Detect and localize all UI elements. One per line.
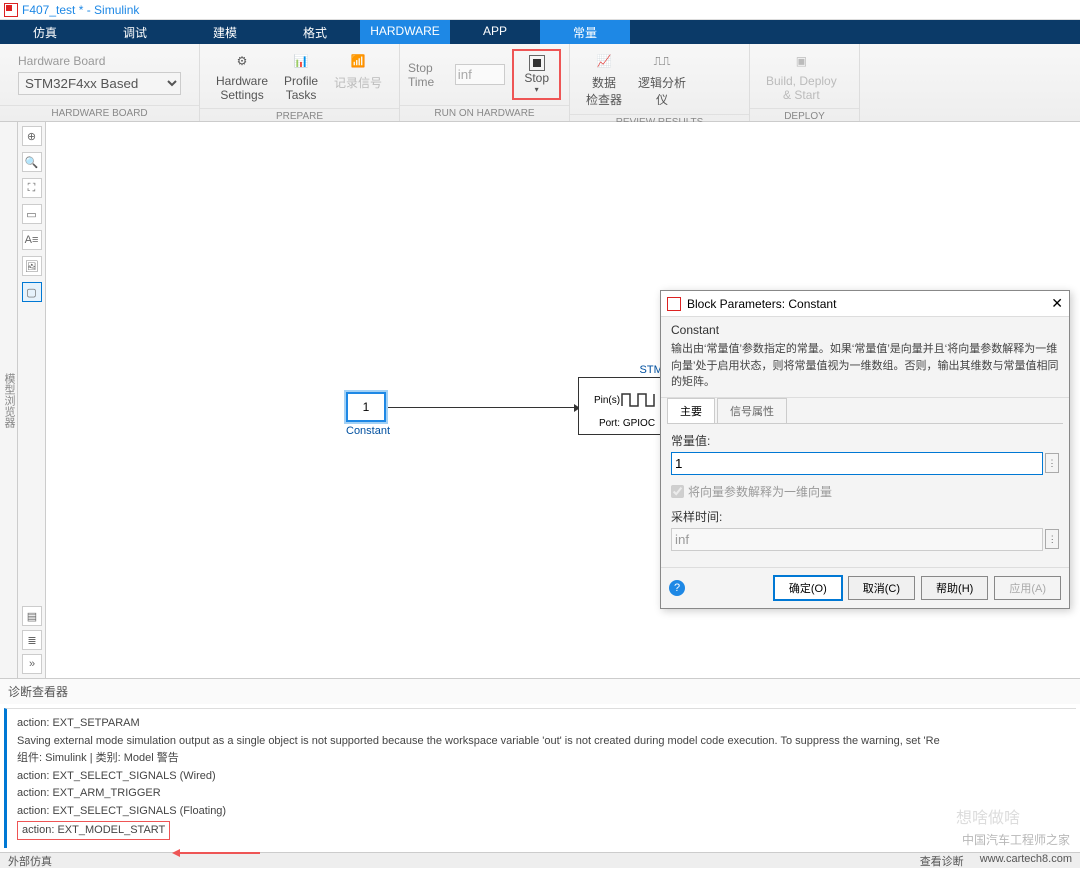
window-title: F407_test * - Simulink [22,3,139,17]
canvas-toolbar: ⊕ 🔍 ⛶ ▭ A≡ 🖼 ▢ ▤ ≣ » [18,122,46,678]
stoptime-input[interactable] [455,64,505,85]
field-more-icon[interactable]: ⋮ [1045,453,1059,473]
diagnostic-body[interactable]: action: EXT_SETPARAM Saving external mod… [4,708,1076,848]
tool-image[interactable]: 🖼 [22,256,42,276]
hwboard-section: HARDWARE BOARD [0,105,199,121]
wave-icon: ⎍⎍ [651,50,673,72]
app-icon [4,3,18,17]
profile-tasks-button[interactable]: 📊Profile Tasks [276,48,326,104]
tool-circle[interactable]: ⊕ [22,126,42,146]
dialog-buttons: ? 确定(O) 取消(C) 帮助(H) 应用(A) [661,567,1069,608]
title-bar: F407_test * - Simulink [0,0,1080,20]
tool-b1[interactable]: ▤ [22,606,42,626]
prepare-group: ⚙Hardware Settings 📊Profile Tasks 📶记录信号 … [200,44,400,121]
tool-block[interactable]: ▢ [22,282,42,302]
menu-constant[interactable]: 常量 [540,20,630,44]
menu-sim[interactable]: 仿真 [0,20,90,44]
tool-expand[interactable]: » [22,654,42,674]
apply-button[interactable]: 应用(A) [994,576,1061,600]
run-section: RUN ON HARDWARE [400,105,569,121]
status-diag[interactable]: 查看诊断 [920,853,964,869]
block-parameters-dialog: Block Parameters: Constant ✕ Constant 输出… [660,290,1070,609]
dialog-desc: 输出由‘常量值’参数指定的常量。如果‘常量值’是向量并且‘将向量参数解释为一维向… [671,341,1059,391]
stop-button-highlight: Stop ▾ [512,49,561,100]
help-icon[interactable]: ? [669,580,685,596]
deploy-button[interactable]: ▣Build, Deploy & Start [758,48,845,104]
const-value-label: 常量值: [671,432,1059,449]
tool-fit[interactable]: ⛶ [22,178,42,198]
cancel-button[interactable]: 取消(C) [848,576,915,600]
dialog-titlebar[interactable]: Block Parameters: Constant ✕ [661,291,1069,317]
interpret-checkbox [671,485,684,498]
gear-icon: ⚙ [231,50,253,72]
deploy-group: ▣Build, Deploy & Start DEPLOY [750,44,860,121]
dialog-icon [667,297,681,311]
tasks-icon: 📊 [290,50,312,72]
menu-hardware[interactable]: HARDWARE [360,20,450,44]
review-group: 📈数据 检查器 ⎍⎍逻辑分析 仪 REVIEW RESULTS [570,44,750,121]
tool-zoom[interactable]: 🔍 [22,152,42,172]
tab-main[interactable]: 主要 [667,398,715,423]
stoptime-label: Stop Time [408,61,449,89]
ok-button[interactable]: 确定(O) [774,576,842,600]
annotation-arrow [180,852,260,854]
wave-icon [620,390,660,410]
dialog-body: 常量值: ⋮ 将向量参数解释为一维向量 采样时间: ⋮ [661,424,1069,567]
hwboard-select[interactable]: STM32F4xx Based [18,72,181,95]
tool-select[interactable]: ▭ [22,204,42,224]
sample-time-label: 采样时间: [671,508,1059,525]
menu-format[interactable]: 格式 [270,20,360,44]
tool-text[interactable]: A≡ [22,230,42,250]
run-group: Stop Time Stop ▾ RUN ON HARDWARE [400,44,570,121]
data-inspector-button[interactable]: 📈数据 检查器 [578,48,630,110]
help-button[interactable]: 帮助(H) [921,576,988,600]
watermark-logo: 想啥做啥 [956,804,1020,828]
dialog-heading: Constant [671,323,1059,337]
dialog-title-text: Block Parameters: Constant [687,297,836,311]
chart-icon: 📈 [593,50,615,72]
status-left: 外部仿真 [8,853,52,869]
menu-debug[interactable]: 调试 [90,20,180,44]
diag-highlight: action: EXT_MODEL_START [17,821,170,841]
constant-block[interactable]: 1 [346,392,386,422]
signal-line[interactable] [388,407,578,408]
model-browser-label[interactable]: 模型浏览器 [0,122,18,678]
status-bar: 外部仿真 查看诊断 www.cartech8.com [0,852,1080,868]
menu-bar: 仿真 调试 建模 格式 HARDWARE APP 常量 [0,20,1080,44]
stop-icon [529,55,545,71]
logic-analyzer-button[interactable]: ⎍⎍逻辑分析 仪 [630,48,694,110]
stop-button[interactable]: Stop ▾ [516,53,557,96]
sample-more-icon[interactable]: ⋮ [1045,529,1059,549]
dialog-tabs: 主要 信号属性 [667,398,1063,424]
menu-model[interactable]: 建模 [180,20,270,44]
signal-icon: 📶 [347,50,369,72]
hardware-board-group: Hardware Board STM32F4xx Based HARDWARE … [0,44,200,121]
close-icon[interactable]: ✕ [1051,295,1063,312]
log-signal-button[interactable]: 📶记录信号 [326,48,390,93]
diagnostic-header[interactable]: 诊断查看器 [0,678,1080,704]
sample-time-input [671,528,1043,551]
dialog-desc-section: Constant 输出由‘常量值’参数指定的常量。如果‘常量值’是向量并且‘将向… [661,317,1069,398]
constant-label: Constant [346,425,390,437]
menu-app[interactable]: APP [450,20,540,44]
status-url: www.cartech8.com [980,853,1072,869]
hwboard-label: Hardware Board [18,54,181,68]
const-value-input[interactable] [671,452,1043,475]
hw-settings-button[interactable]: ⚙Hardware Settings [208,48,276,104]
watermark-text: 中国汽车工程师之家 [962,831,1070,848]
tool-b2[interactable]: ≣ [22,630,42,650]
interpret-label: 将向量参数解释为一维向量 [688,483,832,500]
toolstrip: Hardware Board STM32F4xx Based HARDWARE … [0,44,1080,122]
deploy-icon: ▣ [790,50,812,72]
tab-signal-attr[interactable]: 信号属性 [717,398,787,423]
